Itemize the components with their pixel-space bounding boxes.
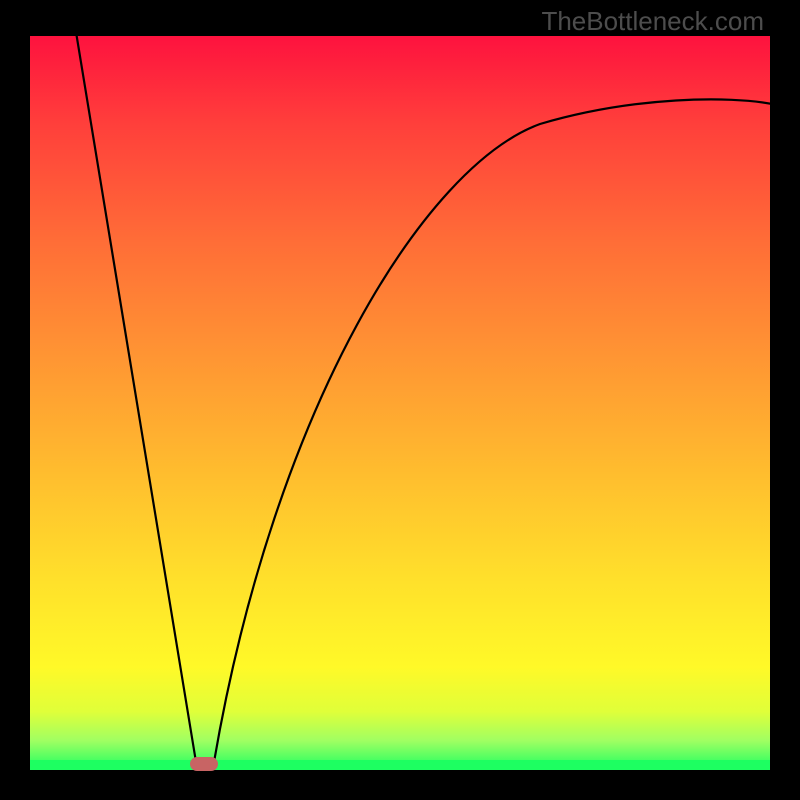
frame-left [0,0,30,800]
plot-area [30,36,770,770]
curve-svg [30,36,770,770]
bottleneck-curve [76,36,770,762]
frame-bottom [0,770,800,800]
minimum-marker [190,757,218,771]
frame-right [770,0,800,800]
watermark-text: TheBottleneck.com [541,6,764,37]
